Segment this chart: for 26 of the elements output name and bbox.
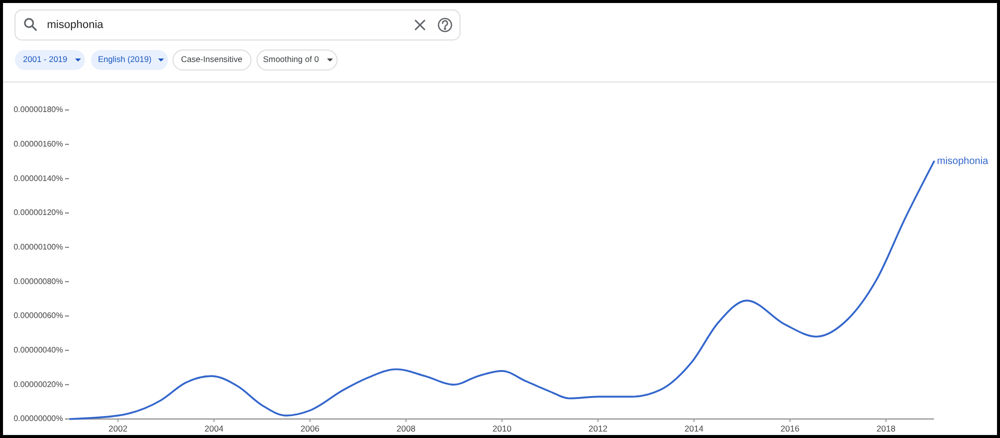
x-tick-label: 2006: [300, 423, 320, 434]
y-tick-label: 0.00000140%: [14, 174, 63, 183]
text: English (2019): [98, 54, 152, 64]
y-tick-label: 0.00000080%: [14, 276, 63, 286]
y-tick-label: 0.00000060%: [14, 311, 63, 320]
line-series: [69, 160, 935, 420]
y-tick-label: 0.00000020%: [14, 380, 63, 389]
text: Case-Insensitive: [181, 54, 243, 64]
y-tick-label: 0.00000000%: [14, 414, 63, 424]
series-label: misophonia: [937, 156, 989, 168]
y-tick-label: 0.00000180%: [14, 105, 63, 114]
y-tick-label: 0.00000160%: [14, 139, 63, 148]
text: 2001 - 2019: [23, 54, 68, 64]
x-tick-label: 2010: [492, 423, 512, 434]
text: misophonia: [47, 18, 104, 31]
x-tick-label: 2018: [876, 423, 896, 434]
y-tick-label: 0.00000120%: [14, 208, 63, 218]
y-tick-label: 0.00000040%: [14, 345, 63, 354]
x-tick-label: 2008: [396, 423, 416, 434]
y-tick-label: 0.00000100%: [14, 242, 63, 252]
x-tick-label: 2016: [780, 423, 800, 434]
x-tick-label: 2004: [204, 423, 224, 434]
x-tick-label: 2002: [108, 423, 128, 434]
text: Smoothing of 0: [263, 54, 320, 64]
x-tick-label: 2012: [588, 423, 608, 434]
x-tick-label: 2014: [684, 423, 704, 434]
